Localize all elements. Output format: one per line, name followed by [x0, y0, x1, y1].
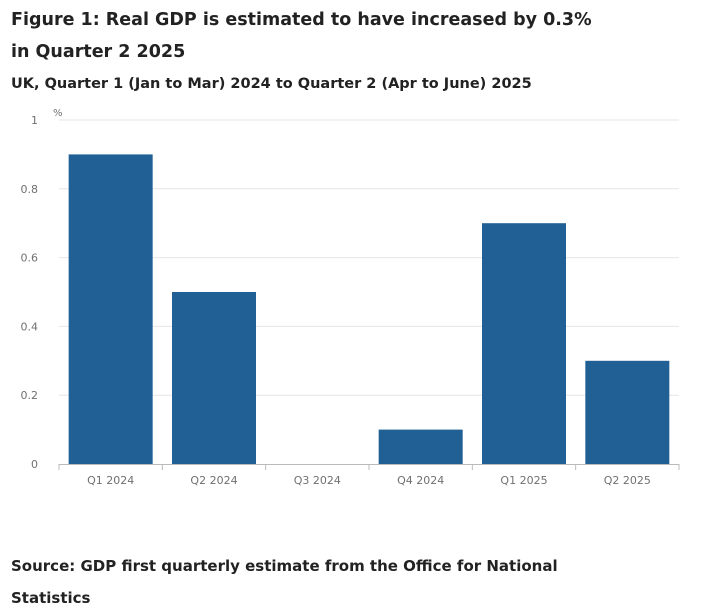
x-tick-label: Q1 2024: [87, 474, 134, 487]
x-tick-label: Q1 2025: [500, 474, 547, 487]
bar-chart: 0 0.2 0.4 0.6 0.8 1 % Q1 2024 Q2 2024 Q3 2024 Q4…: [21, 108, 680, 487]
y-tick-label: 0.8: [21, 183, 39, 196]
y-tick-label: 0: [31, 458, 38, 471]
y-tick-label: 1: [31, 114, 38, 127]
chart-subtitle: UK, Quarter 1 (Jan to Mar) 2024 to Quart…: [11, 76, 532, 92]
x-axis: [58, 464, 680, 470]
x-tick-label: Q2 2025: [604, 474, 651, 487]
bars: [68, 154, 670, 464]
bar-q2-2025: [585, 360, 670, 464]
x-tick-label: Q3 2024: [294, 474, 341, 487]
source-note: Source: GDP first quarterly estimate fro…: [11, 557, 558, 607]
y-tick-label: 0.6: [21, 252, 39, 265]
gridlines: [59, 119, 679, 396]
y-tick-label: 0.2: [21, 389, 39, 402]
bar-q1-2024: [68, 154, 153, 464]
x-axis-tick-labels: Q1 2024 Q2 2024 Q3 2024 Q4 2024 Q1 2025 Q2 20…: [87, 474, 651, 487]
bar-q4-2024: [378, 429, 463, 464]
bar-q2-2024: [172, 292, 256, 464]
y-axis-unit-label: %: [53, 108, 63, 119]
bar-q1-2025: [482, 223, 566, 464]
y-tick-label: 0.4: [21, 320, 39, 333]
x-tick-label: Q2 2024: [190, 474, 237, 487]
chart-title: Figure 1: Real GDP is estimated to have …: [11, 10, 592, 62]
y-axis-tick-labels: 0 0.2 0.4 0.6 0.8 1: [21, 114, 39, 471]
x-tick-label: Q4 2024: [397, 474, 444, 487]
